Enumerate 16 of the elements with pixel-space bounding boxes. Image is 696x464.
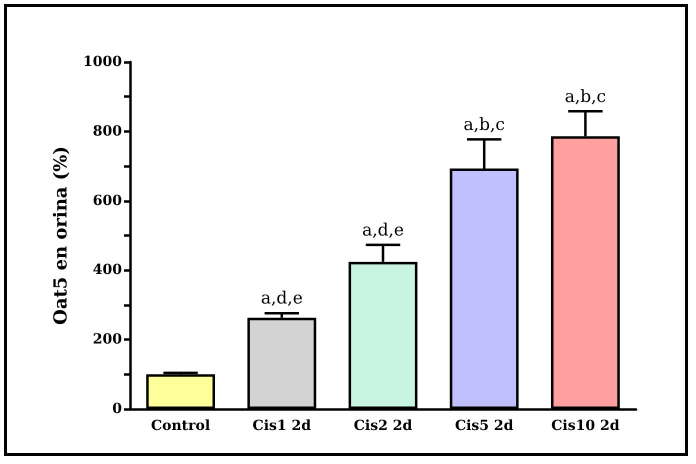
annotation: a,d,e (362, 220, 404, 240)
annotation: a,d,e (260, 288, 303, 309)
y-tick-label: 200 (92, 332, 122, 348)
y-tick-label: 600 (92, 192, 122, 209)
y-tick-label: 400 (92, 262, 122, 278)
y-tick-label: 0 (112, 401, 122, 417)
y-tick-label: 800 (92, 123, 122, 140)
annotation: a,b,c (464, 114, 505, 135)
y-tick-label: 1000 (83, 54, 122, 70)
annotation: a,b,c (564, 86, 606, 107)
x-tick-label: Cis5 2d (454, 418, 514, 434)
x-tick-label: Cis1 2d (252, 418, 312, 434)
x-tick-label: Cis10 2d (551, 418, 620, 434)
x-tick-label: Cis2 2d (354, 418, 412, 434)
y-axis-title: Oat5 en orina (%) (50, 146, 72, 325)
x-tick-label: Control (151, 418, 210, 434)
